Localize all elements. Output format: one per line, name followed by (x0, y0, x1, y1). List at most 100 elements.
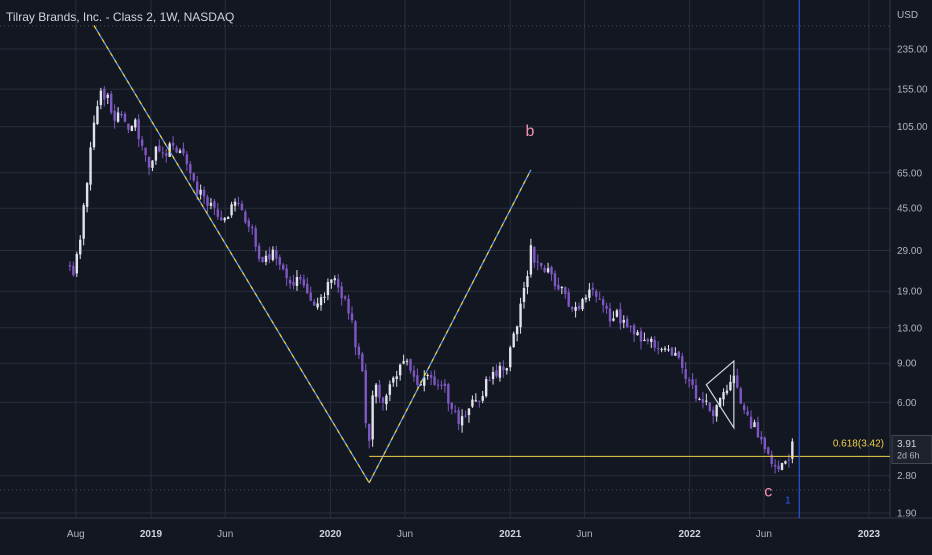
candle-body (739, 388, 742, 404)
candle-body (130, 125, 134, 131)
candle-body (436, 384, 440, 386)
candle-body (626, 318, 629, 328)
x-tick-label: Jun (576, 529, 592, 540)
candle-body (684, 369, 687, 379)
candle-body (323, 296, 326, 298)
candle-body (226, 216, 230, 220)
candle-body (509, 347, 512, 368)
wave-line-blue (368, 169, 532, 484)
candle-body (161, 152, 164, 154)
candle-body (656, 348, 660, 350)
candle-body (715, 405, 718, 417)
candle-body (395, 376, 398, 380)
symbol-title: Tilray Brands, Inc. - Class 2, 1W, NASDA… (6, 10, 235, 24)
candle-body (333, 278, 337, 281)
candle-body (178, 150, 182, 154)
candle-body (89, 147, 92, 185)
candle-body (209, 202, 213, 206)
candle-body (767, 447, 770, 454)
candle-body (708, 402, 711, 411)
candle-body (116, 112, 120, 122)
candle-body (653, 339, 656, 348)
candle-body (134, 119, 137, 128)
candle-body (763, 437, 767, 450)
candle-body (340, 286, 343, 299)
candle-body (777, 465, 780, 470)
currency-label: USD (897, 10, 918, 21)
candle-body (292, 281, 295, 286)
candle-body (736, 375, 739, 388)
candle-body (357, 346, 361, 355)
y-tick-label: 13.00 (897, 323, 922, 334)
candle-body (278, 257, 281, 265)
candle-body (622, 319, 625, 323)
y-tick-label: 29.00 (897, 246, 922, 257)
candle-body (302, 279, 306, 286)
candle-body (773, 464, 777, 467)
candle-body (529, 245, 533, 275)
candle-body (419, 383, 423, 385)
candle-body (247, 220, 250, 227)
candle-body (233, 201, 237, 206)
current-price-value: 3.91 (897, 439, 917, 450)
candle-body (99, 90, 103, 105)
candle-body (591, 287, 595, 290)
candle-body (416, 375, 419, 385)
candle-body (398, 364, 402, 376)
candle-body (254, 228, 257, 247)
candle-body (495, 370, 498, 377)
x-tick-label: 2020 (319, 529, 342, 540)
y-tick-label: 105.00 (897, 122, 928, 133)
candle-body (615, 310, 619, 317)
candle-body (392, 377, 395, 383)
candle-body (361, 353, 364, 372)
candle-body (760, 436, 763, 440)
candle-body (281, 264, 285, 270)
x-tick-label: Jun (756, 529, 772, 540)
candle-body (550, 266, 553, 275)
candle-body (650, 338, 653, 342)
candle-body (581, 299, 584, 310)
candle-body (742, 405, 746, 411)
candle-body (526, 276, 529, 288)
candle-body (471, 399, 474, 407)
candle-body (698, 398, 701, 400)
candle-body (213, 201, 216, 208)
candle-body (158, 145, 161, 152)
candle-body (454, 410, 457, 412)
candle-body (429, 374, 433, 378)
candle-body (326, 282, 330, 296)
candle-body (457, 410, 460, 424)
candle-body (595, 291, 598, 297)
candle-body (560, 286, 564, 289)
candle-body (467, 408, 471, 416)
candle-body (584, 297, 588, 300)
candle-body (780, 462, 784, 470)
x-tick-label: 2023 (858, 529, 881, 540)
candle-body (570, 307, 574, 310)
candle-body (299, 276, 302, 280)
candle-body (694, 385, 698, 399)
candle-body (244, 211, 247, 223)
candle-body (312, 301, 316, 306)
candle-body (791, 441, 794, 459)
candle-body (109, 93, 113, 113)
candle-body (288, 279, 292, 284)
candle-body (371, 395, 374, 440)
bar-countdown: 2d 6h (897, 450, 920, 460)
candle-body (605, 305, 608, 309)
candle-body (106, 94, 109, 98)
candle-body (85, 183, 89, 207)
candle-body (577, 305, 581, 310)
candle-body (72, 265, 75, 276)
candle-body (261, 257, 264, 263)
candle-body (553, 273, 557, 287)
wave-label: 1 (785, 495, 791, 506)
wave-line-yellow (93, 25, 370, 484)
wave-label: b (525, 123, 534, 140)
candle-body (564, 287, 567, 294)
candle-body (701, 399, 705, 403)
candle-body (646, 339, 650, 342)
